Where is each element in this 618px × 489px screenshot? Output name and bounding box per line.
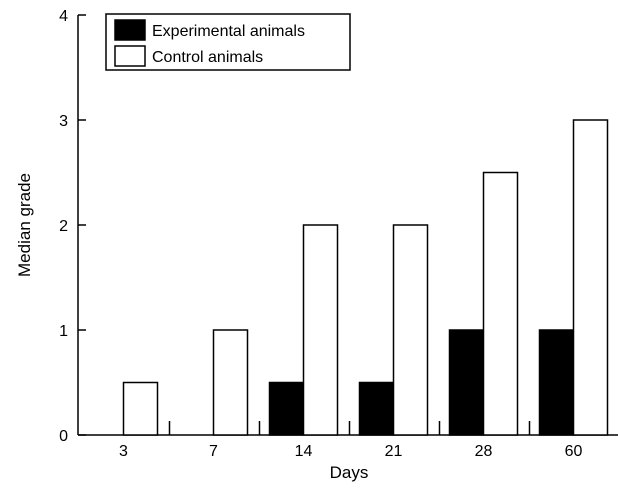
x-axis-title: Days bbox=[330, 463, 369, 482]
plot-area: 0 1 2 3 4 3 7 14 21 28 60 bbox=[59, 8, 618, 460]
y-tick-label: 3 bbox=[59, 113, 68, 130]
x-tick-label: 60 bbox=[565, 443, 583, 460]
bar-experimental bbox=[358, 381, 395, 436]
bar-experimental bbox=[448, 329, 485, 436]
bar-control bbox=[572, 119, 609, 436]
y-tick-label: 2 bbox=[59, 218, 68, 235]
bar-control bbox=[482, 171, 519, 436]
legend-label-experimental: Experimental animals bbox=[152, 23, 305, 40]
bar-control bbox=[212, 329, 249, 436]
x-tick-label: 3 bbox=[119, 443, 128, 460]
legend-swatch-experimental bbox=[114, 19, 146, 41]
legend-swatch-control bbox=[114, 45, 146, 67]
bar-control bbox=[302, 224, 339, 436]
bar-experimental bbox=[538, 329, 575, 436]
legend: Experimental animals Control animals bbox=[105, 13, 351, 71]
x-tick-label: 7 bbox=[209, 443, 218, 460]
legend-frame bbox=[105, 13, 351, 71]
y-tick-label: 0 bbox=[59, 428, 68, 445]
legend-label-control: Control animals bbox=[152, 49, 263, 66]
x-tick-label: 14 bbox=[295, 443, 313, 460]
bar-experimental bbox=[268, 381, 305, 436]
x-tick-label: 28 bbox=[475, 443, 493, 460]
bar-control bbox=[392, 224, 429, 436]
y-axis-title: Median grade bbox=[15, 173, 34, 277]
bar-control bbox=[122, 381, 159, 436]
x-tick-label: 21 bbox=[385, 443, 403, 460]
y-tick-label: 4 bbox=[59, 8, 68, 25]
y-tick-label: 1 bbox=[59, 323, 68, 340]
